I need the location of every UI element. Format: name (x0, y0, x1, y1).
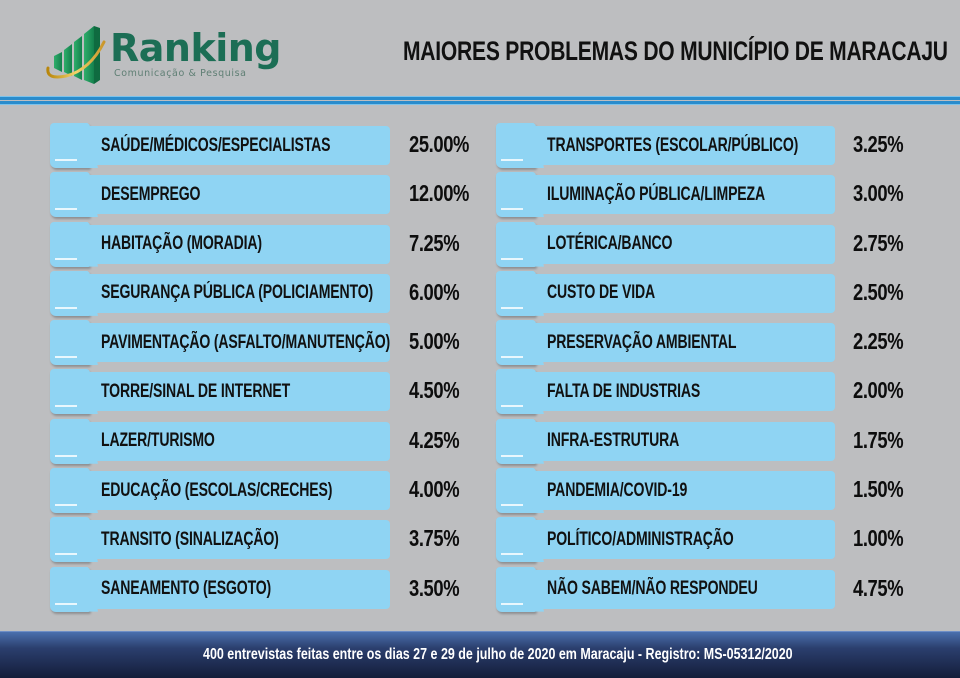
item-value: 25.00% (409, 131, 470, 157)
item-bar: LOTÉRICA/BANCO (532, 224, 835, 264)
item-bar: INFRA-ESTRUTURA (532, 421, 835, 461)
item-value: 1.00% (853, 525, 904, 552)
survey-methodology-note: 400 entrevistas feitas entre os dias 27 … (203, 646, 793, 663)
item-label: NÃO SABEM/NÃO RESPONDEU (547, 578, 758, 600)
item-bar: SAÚDE/MÉDICOS/ESPECIALISTAS (86, 126, 390, 165)
item-label: SAÚDE/MÉDICOS/ESPECIALISTAS (101, 134, 331, 156)
item-bar: PAVIMENTAÇÃO (ASFALTO/MANUTENÇÃO) (86, 323, 391, 363)
item-value: 12.00% (409, 180, 470, 207)
item-label: PANDEMIA/COVID-19 (547, 479, 688, 501)
item-bar: TRANSPORTES (ESCOLAR/PÚBLICO) (532, 126, 835, 165)
item-label: INFRA-ESTRUTURA (547, 430, 680, 452)
item-label: CUSTO DE VIDA (547, 282, 655, 304)
tab-marker (50, 418, 98, 464)
item-bar: POLÍTICO/ADMINISTRAÇÃO (532, 520, 835, 560)
item-value: 4.50% (409, 377, 460, 404)
tab-marker (496, 369, 544, 415)
tab-marker (496, 270, 544, 316)
item-bar: HABITAÇÃO (MORADIA) (86, 224, 390, 264)
tab-marker (50, 566, 98, 612)
tab-marker (50, 270, 98, 316)
tab-marker (496, 123, 544, 168)
tab-marker (496, 320, 544, 366)
item-value: 3.25% (853, 131, 904, 157)
item-value: 6.00% (409, 278, 460, 305)
item-value: 1.50% (853, 476, 904, 503)
footer-banner: 400 entrevistas feitas entre os dias 27 … (0, 631, 960, 678)
tab-marker (496, 468, 544, 514)
item-label: TRANSPORTES (ESCOLAR/PÚBLICO) (547, 134, 799, 156)
item-bar: PANDEMIA/COVID-19 (532, 471, 835, 511)
tab-marker (50, 123, 98, 168)
item-bar: LAZER/TURISMO (86, 421, 390, 461)
item-label: PAVIMENTAÇÃO (ASFALTO/MANUTENÇÃO) (101, 331, 391, 353)
item-value: 3.75% (409, 525, 460, 552)
item-label: POLÍTICO/ADMINISTRAÇÃO (547, 528, 734, 550)
item-bar: CUSTO DE VIDA (532, 273, 835, 313)
item-bar: SEGURANÇA PÚBLICA (POLICIAMENTO) (86, 273, 390, 313)
tab-marker (496, 566, 544, 612)
tab-marker (50, 517, 98, 563)
item-bar: SANEAMENTO (ESGOTO) (86, 569, 390, 609)
item-value: 5.00% (409, 328, 460, 355)
item-label: HABITAÇÃO (MORADIA) (101, 233, 262, 255)
item-value: 2.75% (853, 229, 904, 256)
tab-marker (50, 172, 98, 218)
item-value: 7.25% (409, 229, 460, 256)
logo-brand-name: Ranking (110, 26, 282, 70)
item-bar: TRANSITO (SINALIZAÇÃO) (86, 520, 390, 560)
item-label: ILUMINAÇÃO PÚBLICA/LIMPEZA (547, 183, 765, 205)
item-bar: NÃO SABEM/NÃO RESPONDEU (532, 569, 835, 609)
item-value: 2.25% (853, 328, 904, 355)
tab-marker (496, 172, 544, 218)
item-label: DESEMPREGO (101, 183, 201, 205)
item-bar: PRESERVAÇÃO AMBIENTAL (532, 323, 835, 363)
company-logo: Ranking Comunicação & Pesquisa (44, 22, 282, 84)
item-value: 4.25% (409, 426, 460, 453)
item-value: 3.00% (853, 180, 904, 207)
tab-marker (496, 517, 544, 563)
item-value: 3.50% (409, 574, 460, 601)
tab-marker (50, 320, 98, 366)
item-label: TRANSITO (SINALIZAÇÃO) (101, 528, 279, 550)
item-bar: DESEMPREGO (86, 175, 390, 215)
item-label: LAZER/TURISMO (101, 430, 215, 452)
tab-marker (50, 221, 98, 267)
item-value: 1.75% (853, 426, 904, 453)
header-divider (0, 96, 960, 106)
item-value: 4.75% (853, 574, 904, 601)
tab-marker (50, 468, 98, 514)
item-label: TORRE/SINAL DE INTERNET (101, 380, 291, 402)
bar-chart-growth-icon (46, 26, 106, 84)
tab-marker (496, 418, 544, 464)
item-label: EDUCAÇÃO (ESCOLAS/CRECHES) (101, 479, 333, 501)
page-title: MAIORES PROBLEMAS DO MUNICÍPIO DE MARACA… (403, 36, 948, 66)
header: Ranking Comunicação & Pesquisa MAIORES P… (0, 0, 960, 96)
logo-tagline: Comunicação & Pesquisa (114, 68, 247, 79)
item-value: 2.00% (853, 377, 904, 404)
item-bar: FALTA DE INDUSTRIAS (532, 372, 835, 412)
tab-marker (50, 369, 98, 415)
item-value: 4.00% (409, 476, 460, 503)
item-label: SEGURANÇA PÚBLICA (POLICIAMENTO) (101, 282, 374, 304)
item-label: LOTÉRICA/BANCO (547, 233, 673, 255)
tab-marker (496, 221, 544, 267)
item-label: PRESERVAÇÃO AMBIENTAL (547, 331, 737, 353)
item-label: SANEAMENTO (ESGOTO) (101, 578, 272, 600)
item-bar: EDUCAÇÃO (ESCOLAS/CRECHES) (86, 471, 390, 511)
item-value: 2.50% (853, 278, 904, 305)
item-label: FALTA DE INDUSTRIAS (547, 380, 701, 402)
item-bar: TORRE/SINAL DE INTERNET (86, 372, 390, 412)
item-bar: ILUMINAÇÃO PÚBLICA/LIMPEZA (532, 175, 835, 215)
